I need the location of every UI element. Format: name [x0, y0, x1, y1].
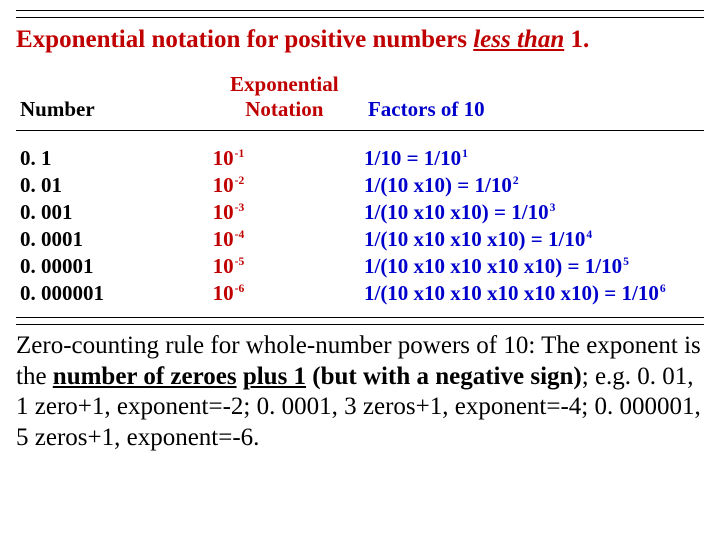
mid-rule-1: [16, 317, 704, 318]
cell-factors: 1/(10 x10 x10 x10 x10) = 1/105: [360, 253, 704, 280]
factor-sup: 6: [659, 283, 666, 295]
exp-sup: -1: [234, 148, 245, 160]
factor-sup: 1: [461, 148, 468, 160]
cell-number: 0. 0001: [16, 226, 209, 253]
page-title: Exponential notation for positive number…: [16, 26, 704, 54]
rule-t4: plus 1: [243, 363, 306, 390]
spacer-row: [16, 133, 704, 145]
factor-pre: 1/(10 x10 x10 x10) = 1/10: [364, 227, 585, 251]
table-row: 0. 00001 10-5 1/(10 x10 x10 x10 x10) = 1…: [16, 253, 704, 280]
cell-exponential: 10-6: [209, 280, 360, 307]
title-prefix: Exponential notation for positive number…: [16, 26, 473, 53]
page-root: Exponential notation for positive number…: [0, 0, 720, 461]
cell-factors: 1/(10 x10 x10 x10) = 1/104: [360, 226, 704, 253]
cell-number: 0. 01: [16, 172, 209, 199]
table-row: 0. 01 10-2 1/(10 x10) = 1/102: [16, 172, 704, 199]
factor-sup: 4: [585, 229, 592, 241]
cell-exponential: 10-4: [209, 226, 360, 253]
cell-number: 0. 1: [16, 145, 209, 172]
factor-sup: 3: [549, 202, 556, 214]
cell-number: 0. 00001: [16, 253, 209, 280]
cell-exponential: 10-1: [209, 145, 360, 172]
table-row: 0. 001 10-3 1/(10 x10 x10) = 1/103: [16, 199, 704, 226]
cell-factors: 1/(10 x10) = 1/102: [360, 172, 704, 199]
top-rule-1: [16, 10, 704, 11]
top-rule-2: [16, 17, 704, 18]
header-underline-row: [16, 126, 704, 133]
factor-pre: 1/10 = 1/10: [364, 146, 461, 170]
cell-exponential: 10-5: [209, 253, 360, 280]
title-suffix: 1.: [564, 26, 589, 53]
exp-sup: -3: [234, 202, 245, 214]
exp-sup: -4: [234, 229, 245, 241]
col2-line2: Notation: [245, 97, 323, 121]
factor-pre: 1/(10 x10 x10 x10 x10) = 1/10: [364, 254, 622, 278]
factor-pre: 1/(10 x10) = 1/10: [364, 173, 512, 197]
title-less-than: less than: [473, 26, 564, 53]
table-row: 0. 1 10-1 1/10 = 1/101: [16, 145, 704, 172]
rule-t5: (but with a negative sign): [306, 363, 582, 390]
cell-exponential: 10-3: [209, 199, 360, 226]
factor-sup: 5: [622, 256, 629, 268]
table-header-row: Number Exponential Notation Factors of 1…: [16, 70, 704, 126]
exp-sup: -6: [234, 283, 245, 295]
col2-line1: Exponential: [230, 72, 339, 96]
factor-pre: 1/(10 x10 x10 x10 x10 x10) = 1/10: [364, 281, 659, 305]
table-row: 0. 0001 10-4 1/(10 x10 x10 x10) = 1/104: [16, 226, 704, 253]
header-rule: [16, 130, 704, 131]
cell-factors: 1/(10 x10 x10 x10 x10 x10) = 1/106: [360, 280, 704, 307]
rule-t2: number of zeroes: [53, 363, 237, 390]
col-header-exponential: Exponential Notation: [209, 70, 360, 126]
exp-sup: -2: [234, 175, 245, 187]
cell-exponential: 10-2: [209, 172, 360, 199]
col-header-number: Number: [16, 70, 209, 126]
exp-sup: -5: [234, 256, 245, 268]
factor-sup: 2: [512, 175, 519, 187]
col-header-factors: Factors of 10: [360, 70, 704, 126]
cell-number: 0. 000001: [16, 280, 209, 307]
factor-pre: 1/(10 x10 x10) = 1/10: [364, 200, 549, 224]
zero-counting-rule: Zero-counting rule for whole-number powe…: [16, 331, 704, 453]
cell-factors: 1/(10 x10 x10) = 1/103: [360, 199, 704, 226]
mid-rule-2: [16, 324, 704, 325]
cell-factors: 1/10 = 1/101: [360, 145, 704, 172]
cell-number: 0. 001: [16, 199, 209, 226]
exponent-table: Number Exponential Notation Factors of 1…: [16, 70, 704, 307]
table-row: 0. 000001 10-6 1/(10 x10 x10 x10 x10 x10…: [16, 280, 704, 307]
